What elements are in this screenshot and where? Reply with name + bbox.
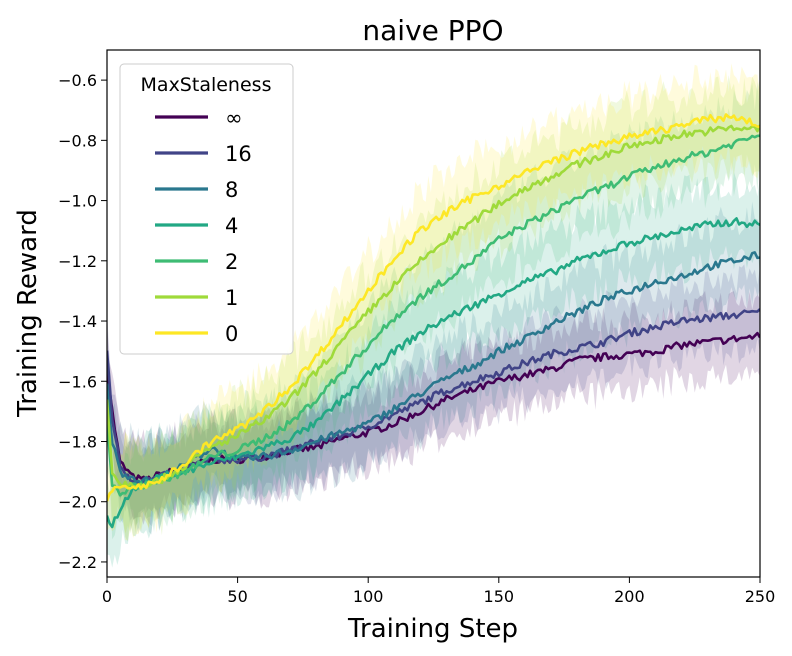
legend: MaxStaleness ∞ 16 8 4 2 1 0: [119, 63, 294, 355]
series-line-0: [107, 331, 760, 483]
y-tick-label-4: −1.4: [58, 312, 97, 331]
chart-title: naive PPO: [362, 14, 503, 47]
legend-box: [119, 63, 294, 355]
series-line-6: [107, 113, 760, 502]
series-band-4: [107, 81, 760, 542]
x-tick-label-0: 0: [102, 587, 112, 606]
legend-label-0: ∞: [225, 106, 243, 130]
series-line-2: [107, 251, 760, 484]
x-tick-label-3: 150: [484, 587, 515, 606]
legend-title: MaxStaleness: [141, 74, 272, 96]
series-band-2: [107, 201, 760, 535]
legend-label-2: 8: [225, 178, 238, 202]
series-line-5: [107, 124, 760, 489]
y-tick-label-3: −1.6: [58, 372, 97, 391]
x-tick-label-2: 100: [353, 587, 384, 606]
series-band-3: [107, 172, 760, 568]
legend-label-1: 16: [225, 142, 252, 166]
y-tick-label-1: −2.0: [58, 493, 97, 512]
legend-label-5: 1: [225, 286, 238, 310]
series-line-3: [107, 217, 760, 529]
legend-label-4: 2: [225, 250, 238, 274]
y-tick-label-6: −1.0: [58, 192, 97, 211]
plot-frame: [106, 49, 761, 578]
y-tick-label-7: −0.8: [58, 131, 97, 150]
x-tick-label-1: 50: [227, 587, 247, 606]
y-tick-label-5: −1.2: [58, 252, 97, 271]
y-tick-label-8: −0.6: [58, 71, 97, 90]
y-tick-label-0: −2.2: [58, 553, 97, 572]
series-line-4: [107, 134, 760, 497]
y-tick-label-2: −1.8: [58, 432, 97, 451]
x-axis-label: Training Step: [347, 614, 518, 644]
legend-label-6: 0: [225, 322, 238, 346]
y-axis-label: Training Reward: [13, 209, 43, 418]
legend-label-3: 4: [225, 214, 238, 238]
x-tick-label-4: 200: [614, 587, 645, 606]
x-tick-label-5: 250: [745, 587, 776, 606]
series-band-6: [107, 63, 760, 541]
